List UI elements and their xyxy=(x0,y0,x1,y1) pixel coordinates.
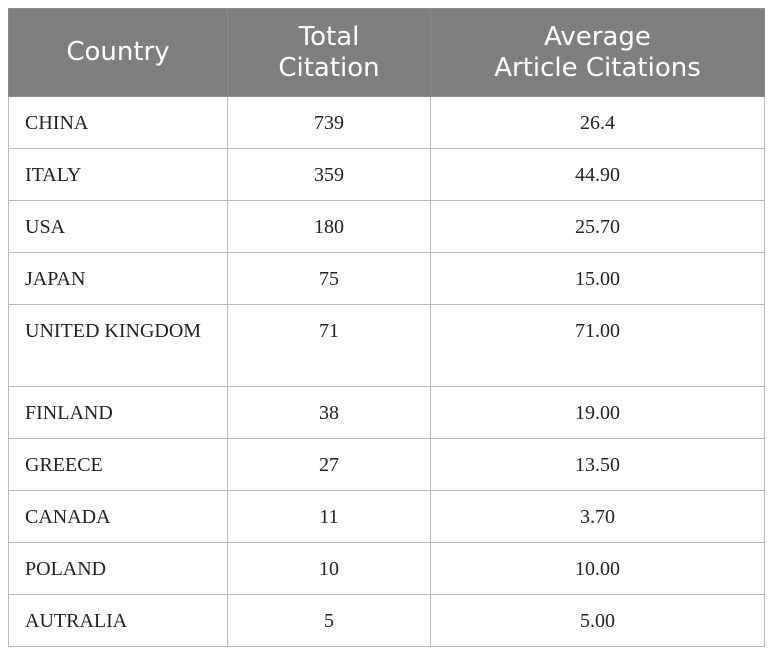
citation-table: Country Total Citation Average Article C… xyxy=(8,8,765,647)
header-row: Country Total Citation Average Article C… xyxy=(8,8,765,97)
header-total-citation-line-1: Total xyxy=(298,21,360,52)
cell-country: FINLAND xyxy=(8,386,228,439)
cell-total-citation: 38 xyxy=(227,386,431,439)
header-total-citation-line-2: Citation xyxy=(278,52,380,83)
citation-table-container: Country Total Citation Average Article C… xyxy=(8,8,765,647)
table-row: JAPAN 75 15.00 xyxy=(8,252,765,305)
cell-average-citations: 5.00 xyxy=(430,594,765,647)
cell-average-citations: 25.70 xyxy=(430,200,765,253)
cell-country: CHINA xyxy=(8,96,228,149)
cell-total-citation: 27 xyxy=(227,438,431,491)
header-average-line-2: Article Citations xyxy=(494,52,701,83)
cell-average-citations: 3.70 xyxy=(430,490,765,543)
cell-country: ITALY xyxy=(8,148,228,201)
table-row: UNITED KINGDOM 71 71.00 xyxy=(8,304,765,387)
cell-country: CANADA xyxy=(8,490,228,543)
cell-country: JAPAN xyxy=(8,252,228,305)
cell-total-citation: 11 xyxy=(227,490,431,543)
cell-total-citation: 359 xyxy=(227,148,431,201)
cell-country: POLAND xyxy=(8,542,228,595)
header-average-line-1: Average xyxy=(544,21,651,52)
header-country: Country xyxy=(8,8,228,97)
table-row: POLAND 10 10.00 xyxy=(8,542,765,595)
table-row: CANADA 11 3.70 xyxy=(8,490,765,543)
table-row: ITALY 359 44.90 xyxy=(8,148,765,201)
cell-total-citation: 10 xyxy=(227,542,431,595)
cell-total-citation: 739 xyxy=(227,96,431,149)
cell-total-citation: 180 xyxy=(227,200,431,253)
table-row: CHINA 739 26.4 xyxy=(8,96,765,149)
cell-average-citations: 13.50 xyxy=(430,438,765,491)
cell-average-citations: 26.4 xyxy=(430,96,765,149)
header-country-label: Country xyxy=(66,37,170,67)
cell-total-citation: 75 xyxy=(227,252,431,305)
cell-average-citations: 19.00 xyxy=(430,386,765,439)
cell-average-citations: 71.00 xyxy=(430,304,765,387)
cell-average-citations: 15.00 xyxy=(430,252,765,305)
cell-average-citations: 10.00 xyxy=(430,542,765,595)
table-row: AUTRALIA 5 5.00 xyxy=(8,594,765,647)
cell-total-citation: 5 xyxy=(227,594,431,647)
cell-average-citations: 44.90 xyxy=(430,148,765,201)
cell-country: GREECE xyxy=(8,438,228,491)
cell-country: AUTRALIA xyxy=(8,594,228,647)
table-row: FINLAND 38 19.00 xyxy=(8,386,765,439)
table-header: Country Total Citation Average Article C… xyxy=(8,8,765,97)
cell-country: USA xyxy=(8,200,228,253)
header-average-article-citations: Average Article Citations xyxy=(430,8,765,97)
table-row: GREECE 27 13.50 xyxy=(8,438,765,491)
cell-total-citation: 71 xyxy=(227,304,431,387)
table-row: USA 180 25.70 xyxy=(8,200,765,253)
cell-country: UNITED KINGDOM xyxy=(8,304,228,387)
table-body: CHINA 739 26.4 ITALY 359 44.90 USA 180 2… xyxy=(8,96,765,647)
header-total-citation: Total Citation xyxy=(227,8,431,97)
